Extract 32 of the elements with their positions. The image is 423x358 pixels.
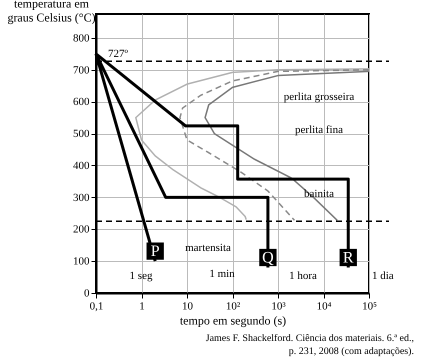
x-tick-label: 10 (182, 300, 194, 312)
x-tick-label: 10⁴ (316, 300, 332, 312)
text: p. 231, 2008 (com adaptações). (288, 346, 414, 357)
y-tick-label: 100 (73, 256, 90, 268)
y-tick-label: 800 (73, 32, 90, 44)
y-tick-label: 700 (73, 64, 90, 76)
y-axis-title: temperatura em graus Celsius (°C) (7, 0, 96, 24)
annotation: perlita grosseira (284, 91, 354, 103)
series-label: Q (262, 249, 274, 266)
y-tick-label: 0 (84, 288, 90, 300)
y-tick-label: 400 (73, 160, 90, 172)
series-label: R (342, 249, 354, 266)
annotation: martensita (185, 242, 232, 254)
annotation: perlita fina (295, 124, 344, 136)
x-tick-label: 1 (139, 300, 145, 312)
x-tick-label: 0,1 (90, 300, 104, 312)
x-tick-label: 10⁵ (362, 300, 378, 312)
series-label: P (150, 243, 160, 260)
text: 1 dia (372, 270, 394, 282)
ref-line-label: 727º (108, 48, 128, 60)
x-tick-label: 10² (226, 300, 241, 312)
y-tick-label: 500 (73, 128, 90, 140)
annotation: 1 hora (289, 270, 318, 282)
annotation: bainita (304, 188, 334, 200)
annotation: 1 min (209, 268, 236, 280)
x-axis-title: tempo em segundo (s) (180, 314, 286, 328)
text: James F. Shackelford. Ciência dos materiais. 6.ª ed., (206, 333, 414, 344)
annotation: 1 seg (130, 270, 153, 282)
y-tick-label: 600 (73, 96, 90, 108)
x-tick-label: 10³ (271, 300, 286, 312)
y-tick-label: 300 (73, 192, 90, 204)
y-tick-label: 200 (73, 224, 90, 236)
